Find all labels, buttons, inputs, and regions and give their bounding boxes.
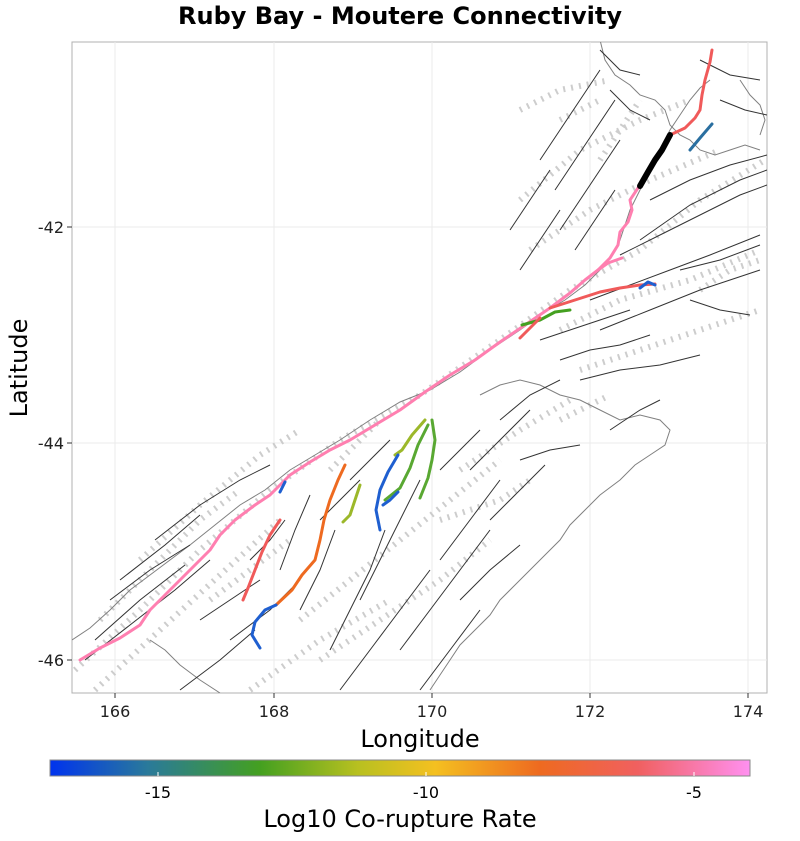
alpine-fault-north <box>596 183 642 272</box>
blue-fault-mid2 <box>381 490 400 507</box>
x-tick-label: 172 <box>575 702 606 721</box>
plot-panel <box>71 41 768 694</box>
blue-small-east <box>638 280 657 290</box>
map-title: Ruby Bay - Moutere Connectivity <box>178 2 622 30</box>
fault-surface-patches <box>72 77 767 693</box>
colorbar-label: Log10 Co-rupture Rate <box>263 805 536 833</box>
y-axis: -42 -44 -46 Latitude <box>5 218 72 670</box>
colorbar-tick-label: -10 <box>413 783 439 802</box>
x-tick-label: 170 <box>417 702 448 721</box>
green-fault-a <box>418 418 437 500</box>
x-axis: 166 168 170 172 174 Longitude <box>100 693 764 753</box>
northern-fault-blue <box>688 122 714 152</box>
blue-fault-mid <box>374 453 400 532</box>
x-tick-label: 174 <box>733 702 764 721</box>
green-mid <box>520 308 572 327</box>
gridlines <box>72 42 767 693</box>
northern-fault <box>668 48 714 137</box>
yellowgreen-fault <box>393 418 427 457</box>
red-mid-short <box>518 316 542 340</box>
y-axis-label: Latitude <box>5 319 33 418</box>
x-tick-label: 166 <box>100 702 131 721</box>
colorbar: -15 -10 -5 Log10 Co-rupture Rate <box>49 759 751 833</box>
y-tick-label: -44 <box>38 434 64 453</box>
y-tick-label: -46 <box>38 651 64 670</box>
blue-fault-w2 <box>278 480 287 494</box>
colorbar-tick-label: -15 <box>145 783 171 802</box>
blue-fault-west <box>250 603 278 650</box>
red-fault-west <box>241 518 282 602</box>
x-axis-label: Longitude <box>360 725 479 753</box>
colorbar-tick-label: -5 <box>686 783 702 802</box>
corupture-faults <box>78 48 714 662</box>
colorbar-gradient <box>49 759 751 777</box>
green-fault-b <box>383 423 430 502</box>
y-tick-label: -42 <box>38 218 64 237</box>
x-tick-label: 168 <box>259 702 290 721</box>
orange-fault <box>274 463 347 607</box>
yellowgreen-fault-b <box>341 483 362 524</box>
ruby-bay-fault <box>637 132 673 189</box>
